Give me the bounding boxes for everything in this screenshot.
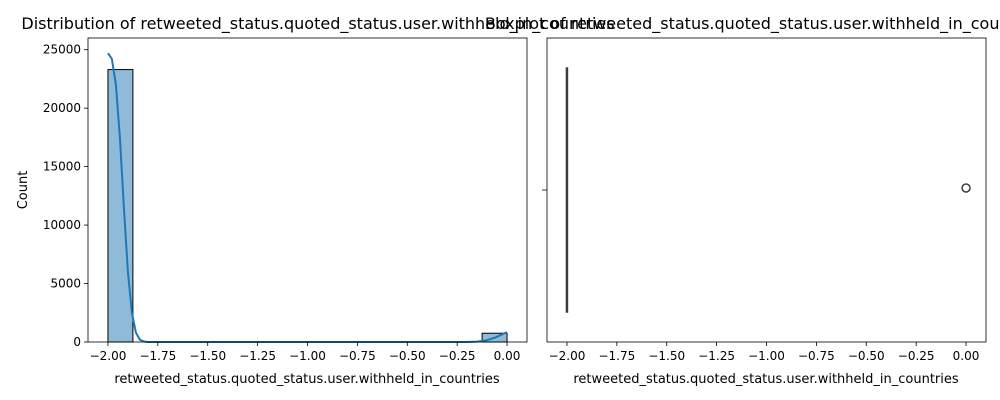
outlier-point	[961, 183, 971, 193]
x-tick-label: −1.00	[289, 349, 326, 363]
histogram-y-ticks: 0 5000 10000 15000 20000 25000	[43, 43, 88, 349]
kde-line	[107, 52, 508, 343]
y-tick-label: 10000	[43, 218, 81, 232]
y-tick-label: 15000	[43, 160, 81, 174]
histogram-panel: Distribution of retweeted_status.quoted_…	[16, 14, 615, 387]
histogram-x-label: retweeted_status.quoted_status.user.with…	[114, 372, 500, 387]
x-tick-label: −1.25	[239, 349, 276, 363]
x-tick-label: −0.25	[439, 349, 476, 363]
x-tick-label: −0.50	[389, 349, 426, 363]
y-tick-label: 0	[73, 335, 81, 349]
x-tick-label: 0.00	[953, 349, 980, 363]
x-tick-label: −2.00	[549, 349, 586, 363]
histogram-bars	[107, 69, 508, 343]
histogram-bar	[107, 69, 134, 343]
boxplot-axes-frame	[546, 37, 987, 343]
x-tick-label: −0.50	[848, 349, 885, 363]
x-tick-label: −1.75	[139, 349, 176, 363]
histogram-x-ticks: −2.00 −1.75 −1.50 −1.25 −1.00 −0.75 −0.50 −0.25…	[90, 342, 521, 363]
x-tick-label: 0.00	[494, 349, 521, 363]
x-tick-label: −2.00	[90, 349, 127, 363]
x-tick-label: −1.50	[648, 349, 685, 363]
boxplot-x-ticks: −2.00 −1.75 −1.50 −1.25 −1.00 −0.75 −0.50 −0.25…	[549, 342, 980, 363]
y-tick-label: 25000	[43, 43, 81, 57]
boxplot-panel: Boxplot of retweeted_status.quoted_statu…	[485, 14, 1000, 387]
x-tick-label: −0.75	[798, 349, 835, 363]
x-tick-label: −1.50	[189, 349, 226, 363]
boxplot-title: Boxplot of retweeted_status.quoted_statu…	[485, 14, 1000, 34]
boxplot-marks	[565, 67, 971, 313]
histogram-axes-frame	[87, 37, 528, 343]
x-tick-label: −1.00	[748, 349, 785, 363]
histogram-y-label: Count	[16, 171, 31, 210]
x-tick-label: −0.75	[339, 349, 376, 363]
y-tick-label: 20000	[43, 101, 81, 115]
histogram-title: Distribution of retweeted_status.quoted_…	[21, 14, 614, 34]
boxplot-x-label: retweeted_status.quoted_status.user.with…	[573, 372, 959, 387]
x-tick-label: −1.75	[598, 349, 635, 363]
x-tick-label: −0.25	[898, 349, 935, 363]
y-tick-label: 5000	[50, 277, 81, 291]
x-tick-label: −1.25	[698, 349, 735, 363]
